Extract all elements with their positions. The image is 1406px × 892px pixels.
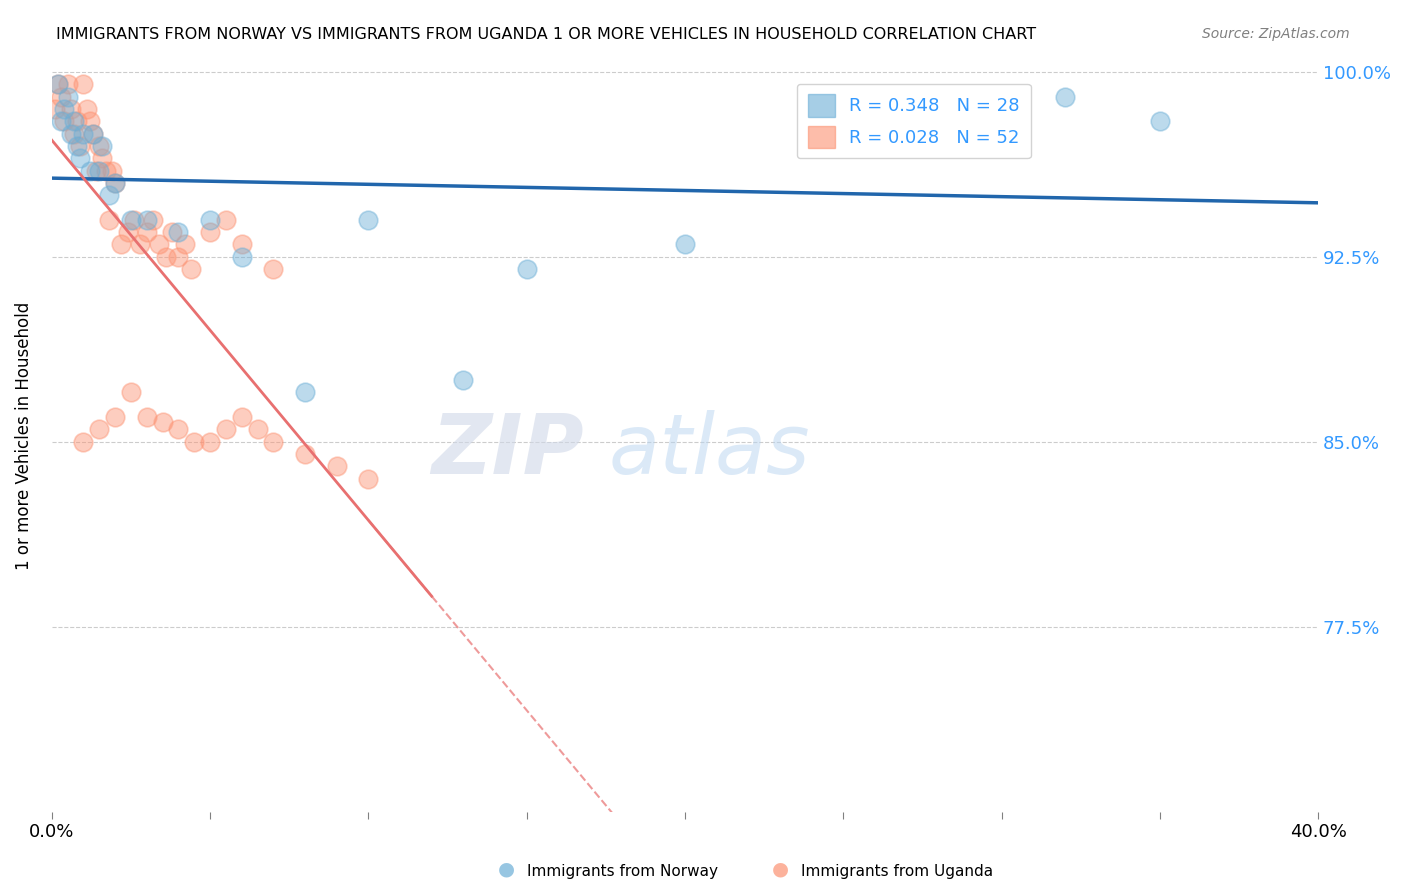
Text: ●: ● <box>498 860 515 879</box>
Point <box>59 102 82 116</box>
Point <box>120 385 142 400</box>
Point <box>294 385 316 400</box>
Point <box>135 225 157 239</box>
Point <box>1149 114 1171 128</box>
Point <box>51 89 73 103</box>
Point <box>82 127 104 141</box>
Point <box>79 163 101 178</box>
Point <box>117 225 139 239</box>
Point <box>59 127 82 141</box>
Point <box>82 127 104 141</box>
Point <box>104 410 127 425</box>
Text: IMMIGRANTS FROM NORWAY VS IMMIGRANTS FROM UGANDA 1 OR MORE VEHICLES IN HOUSEHOLD: IMMIGRANTS FROM NORWAY VS IMMIGRANTS FRO… <box>56 27 1036 42</box>
Point <box>231 237 253 252</box>
Point <box>173 237 195 252</box>
Point <box>357 212 380 227</box>
Point <box>51 114 73 128</box>
Point <box>129 237 152 252</box>
Text: atlas: atlas <box>609 410 811 491</box>
Point <box>110 237 132 252</box>
Point <box>56 89 79 103</box>
Point <box>246 422 269 436</box>
Point <box>357 472 380 486</box>
Point <box>215 422 238 436</box>
Point <box>104 176 127 190</box>
Point <box>44 102 66 116</box>
Point <box>104 176 127 190</box>
Point <box>160 225 183 239</box>
Text: Source: ZipAtlas.com: Source: ZipAtlas.com <box>1202 27 1350 41</box>
Point <box>167 250 190 264</box>
Point <box>79 114 101 128</box>
Point <box>167 225 190 239</box>
Point <box>97 188 120 202</box>
Point <box>76 102 98 116</box>
Point <box>89 163 111 178</box>
Point <box>135 410 157 425</box>
Point <box>215 212 238 227</box>
Point <box>66 114 89 128</box>
Point <box>262 262 284 277</box>
Point <box>325 459 347 474</box>
Point <box>46 77 69 91</box>
Point <box>84 163 107 178</box>
Point <box>180 262 202 277</box>
Point <box>152 415 174 429</box>
Text: Immigrants from Norway: Immigrants from Norway <box>527 863 718 879</box>
Point <box>453 373 475 387</box>
Point <box>167 422 190 436</box>
Y-axis label: 1 or more Vehicles in Household: 1 or more Vehicles in Household <box>15 301 32 570</box>
Point <box>198 434 221 449</box>
Point <box>183 434 205 449</box>
Point <box>94 163 117 178</box>
Point <box>142 212 165 227</box>
Point <box>72 77 94 91</box>
Text: ●: ● <box>772 860 789 879</box>
Point <box>97 212 120 227</box>
Legend: R = 0.348   N = 28, R = 0.028   N = 52: R = 0.348 N = 28, R = 0.028 N = 52 <box>797 84 1031 159</box>
Point <box>155 250 177 264</box>
Point <box>66 139 89 153</box>
Text: Immigrants from Uganda: Immigrants from Uganda <box>801 863 994 879</box>
Point <box>294 447 316 461</box>
Point <box>69 139 91 153</box>
Point <box>53 102 76 116</box>
Point <box>673 237 696 252</box>
Point <box>72 127 94 141</box>
Point <box>72 434 94 449</box>
Point <box>91 139 114 153</box>
Point <box>198 225 221 239</box>
Point <box>69 151 91 165</box>
Point <box>53 114 76 128</box>
Point <box>262 434 284 449</box>
Text: ZIP: ZIP <box>432 410 583 491</box>
Point <box>56 77 79 91</box>
Point <box>516 262 538 277</box>
Point <box>120 212 142 227</box>
Point <box>63 127 86 141</box>
Point <box>148 237 170 252</box>
Point <box>135 212 157 227</box>
Point <box>231 250 253 264</box>
Point <box>1053 89 1076 103</box>
Point <box>231 410 253 425</box>
Point <box>63 114 86 128</box>
Point <box>198 212 221 227</box>
Point <box>91 151 114 165</box>
Point <box>863 127 886 141</box>
Point <box>89 422 111 436</box>
Point <box>46 77 69 91</box>
Point <box>89 139 111 153</box>
Point <box>101 163 124 178</box>
Point <box>122 212 145 227</box>
